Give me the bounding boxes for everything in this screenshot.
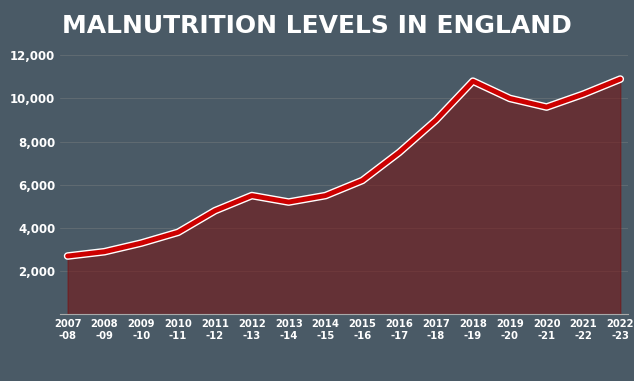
Text: MALNUTRITION LEVELS IN ENGLAND: MALNUTRITION LEVELS IN ENGLAND bbox=[62, 14, 572, 38]
